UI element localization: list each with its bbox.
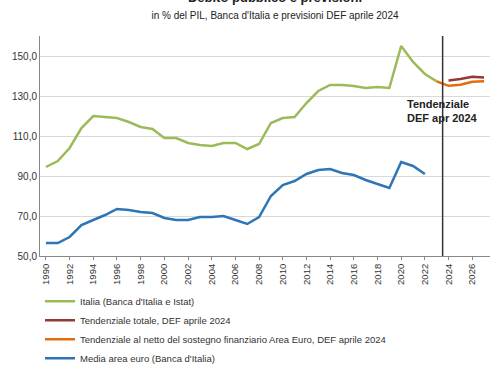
svg-text:110,0: 110,0 bbox=[13, 131, 38, 142]
svg-text:2004: 2004 bbox=[206, 264, 217, 285]
svg-text:2018: 2018 bbox=[372, 264, 383, 285]
svg-text:1994: 1994 bbox=[87, 264, 98, 285]
svg-text:1992: 1992 bbox=[64, 264, 75, 285]
svg-text:2010: 2010 bbox=[277, 264, 288, 285]
svg-text:2026: 2026 bbox=[466, 264, 477, 285]
svg-text:2022: 2022 bbox=[419, 264, 430, 285]
svg-text:2002: 2002 bbox=[182, 264, 193, 285]
svg-text:TendenzialeDEF apr 2024: TendenzialeDEF apr 2024 bbox=[407, 98, 478, 124]
svg-text:1996: 1996 bbox=[111, 264, 122, 285]
svg-text:2006: 2006 bbox=[229, 264, 240, 285]
svg-text:1998: 1998 bbox=[135, 264, 146, 285]
svg-text:Italia (Banca d'Italia e Istat: Italia (Banca d'Italia e Istat) bbox=[80, 296, 194, 307]
svg-text:90,0: 90,0 bbox=[18, 171, 38, 182]
svg-text:1990: 1990 bbox=[40, 264, 51, 285]
svg-text:2024: 2024 bbox=[443, 264, 454, 285]
svg-text:150,0: 150,0 bbox=[12, 51, 37, 62]
svg-text:Tendenziale al netto del soste: Tendenziale al netto del sostegno finanz… bbox=[80, 334, 386, 345]
svg-text:Tendenziale totale, DEF aprile: Tendenziale totale, DEF aprile 2024 bbox=[80, 315, 231, 326]
svg-text:2016: 2016 bbox=[348, 264, 359, 285]
svg-text:50,0: 50,0 bbox=[18, 251, 38, 262]
svg-text:2008: 2008 bbox=[253, 264, 264, 285]
svg-text:2014: 2014 bbox=[324, 264, 335, 285]
svg-text:2012: 2012 bbox=[301, 264, 312, 285]
svg-text:130,0: 130,0 bbox=[12, 91, 37, 102]
svg-text:Media area euro (Banca d'Itali: Media area euro (Banca d'Italia) bbox=[80, 353, 215, 364]
svg-text:70,0: 70,0 bbox=[18, 211, 38, 222]
svg-text:Debito pubblico e previsioniin: Debito pubblico e previsioniin % del PIL… bbox=[151, 0, 398, 21]
svg-text:2020: 2020 bbox=[395, 264, 406, 285]
svg-text:2000: 2000 bbox=[158, 264, 169, 285]
